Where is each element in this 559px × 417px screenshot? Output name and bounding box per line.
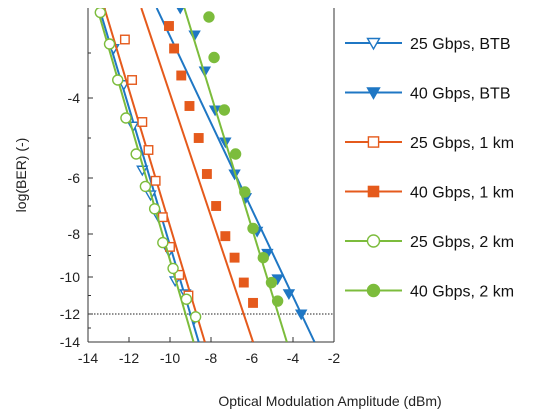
series-5 [94, 8, 202, 342]
data-point [150, 175, 161, 186]
data-point [176, 70, 187, 81]
data-point [282, 289, 296, 301]
series-3 [103, 8, 206, 342]
y-axis-title: log(BER) (-) [13, 138, 29, 213]
legend-marker [367, 185, 380, 198]
data-point [164, 21, 174, 31]
legend: 25 Gbps, BTB 40 Gbps, BTB 25 Gbps, 1 km 40 … [345, 36, 514, 301]
x-tick-label: -4 [287, 350, 300, 366]
data-point [220, 231, 231, 242]
x-tick-label: -10 [160, 350, 180, 366]
data-point [103, 38, 116, 50]
data-point [238, 277, 249, 288]
y-ticks: -4 -6 -8 -10 -12 -14 [60, 52, 93, 350]
data-point [137, 117, 148, 127]
data-point [139, 180, 152, 193]
data-point [94, 8, 106, 19]
legend-entry: 40 Gbps, BTB [345, 86, 511, 103]
data-point [247, 222, 259, 235]
data-point [180, 293, 193, 305]
legend-label: 40 Gbps, 1 km [410, 185, 514, 202]
y-tick-label: -4 [68, 90, 81, 106]
series-fit-line [98, 8, 200, 342]
legend-marker [366, 37, 381, 51]
series-layer [94, 8, 316, 342]
series-fit-line [103, 8, 206, 342]
legend-marker [366, 283, 381, 298]
data-point [157, 236, 169, 249]
legend-label: 40 Gbps, BTB [410, 86, 511, 103]
data-point [119, 34, 130, 45]
data-point [127, 75, 138, 85]
legend-marker [366, 234, 381, 248]
legend-label: 40 Gbps, 2 km [410, 284, 514, 301]
legend-entry: 40 Gbps, 2 km [345, 284, 514, 301]
data-point [130, 148, 142, 160]
legend-entry: 40 Gbps, 1 km [345, 185, 514, 202]
legend-marker [367, 136, 380, 148]
legend-entry: 25 Gbps, 1 km [345, 135, 514, 152]
x-axis-title: Optical Modulation Amplitude (dBm) [218, 393, 441, 409]
data-point [265, 276, 278, 289]
data-point [184, 101, 195, 111]
data-point [112, 74, 124, 86]
data-point [143, 145, 154, 155]
data-point [148, 203, 161, 215]
data-point [271, 295, 284, 307]
data-point [248, 297, 258, 308]
legend-label: 25 Gbps, 2 km [410, 234, 514, 251]
data-point [120, 112, 132, 124]
data-point [229, 252, 240, 263]
y-tick-label: -6 [68, 170, 81, 186]
data-point [239, 186, 251, 198]
legend-label: 25 Gbps, 1 km [410, 135, 514, 152]
y-tick-label: -14 [60, 334, 80, 350]
data-point [169, 43, 180, 54]
data-point [203, 11, 215, 23]
data-point [211, 201, 222, 211]
legend-entry: 25 Gbps, 2 km [345, 234, 514, 251]
x-tick-label: -2 [328, 350, 341, 366]
series-fit-line [140, 8, 254, 342]
series-fit-line [96, 8, 195, 342]
legend-entry: 25 Gbps, BTB [345, 36, 511, 53]
data-point [193, 133, 204, 143]
data-point [167, 262, 179, 275]
data-point [218, 104, 231, 116]
y-tick-label: -12 [60, 306, 80, 322]
data-point [208, 51, 220, 64]
x-tick-label: -8 [205, 350, 218, 366]
x-tick-label: -6 [246, 350, 259, 366]
y-tick-label: -10 [60, 269, 80, 285]
legend-label: 25 Gbps, BTB [410, 36, 511, 53]
data-point [229, 148, 242, 160]
data-point [189, 311, 202, 323]
data-point [294, 309, 308, 321]
legend-marker [366, 87, 381, 100]
data-point [201, 169, 212, 179]
x-tick-label: -14 [78, 350, 98, 366]
data-point [257, 251, 269, 264]
data-point [157, 212, 168, 223]
data-point [176, 8, 184, 15]
y-tick-label: -8 [68, 226, 81, 242]
series-6 [183, 8, 288, 342]
x-tick-label: -12 [119, 350, 139, 366]
x-ticks: -14 -12 -10 -8 -6 -4 -2 [78, 337, 341, 366]
series-4 [140, 8, 258, 342]
